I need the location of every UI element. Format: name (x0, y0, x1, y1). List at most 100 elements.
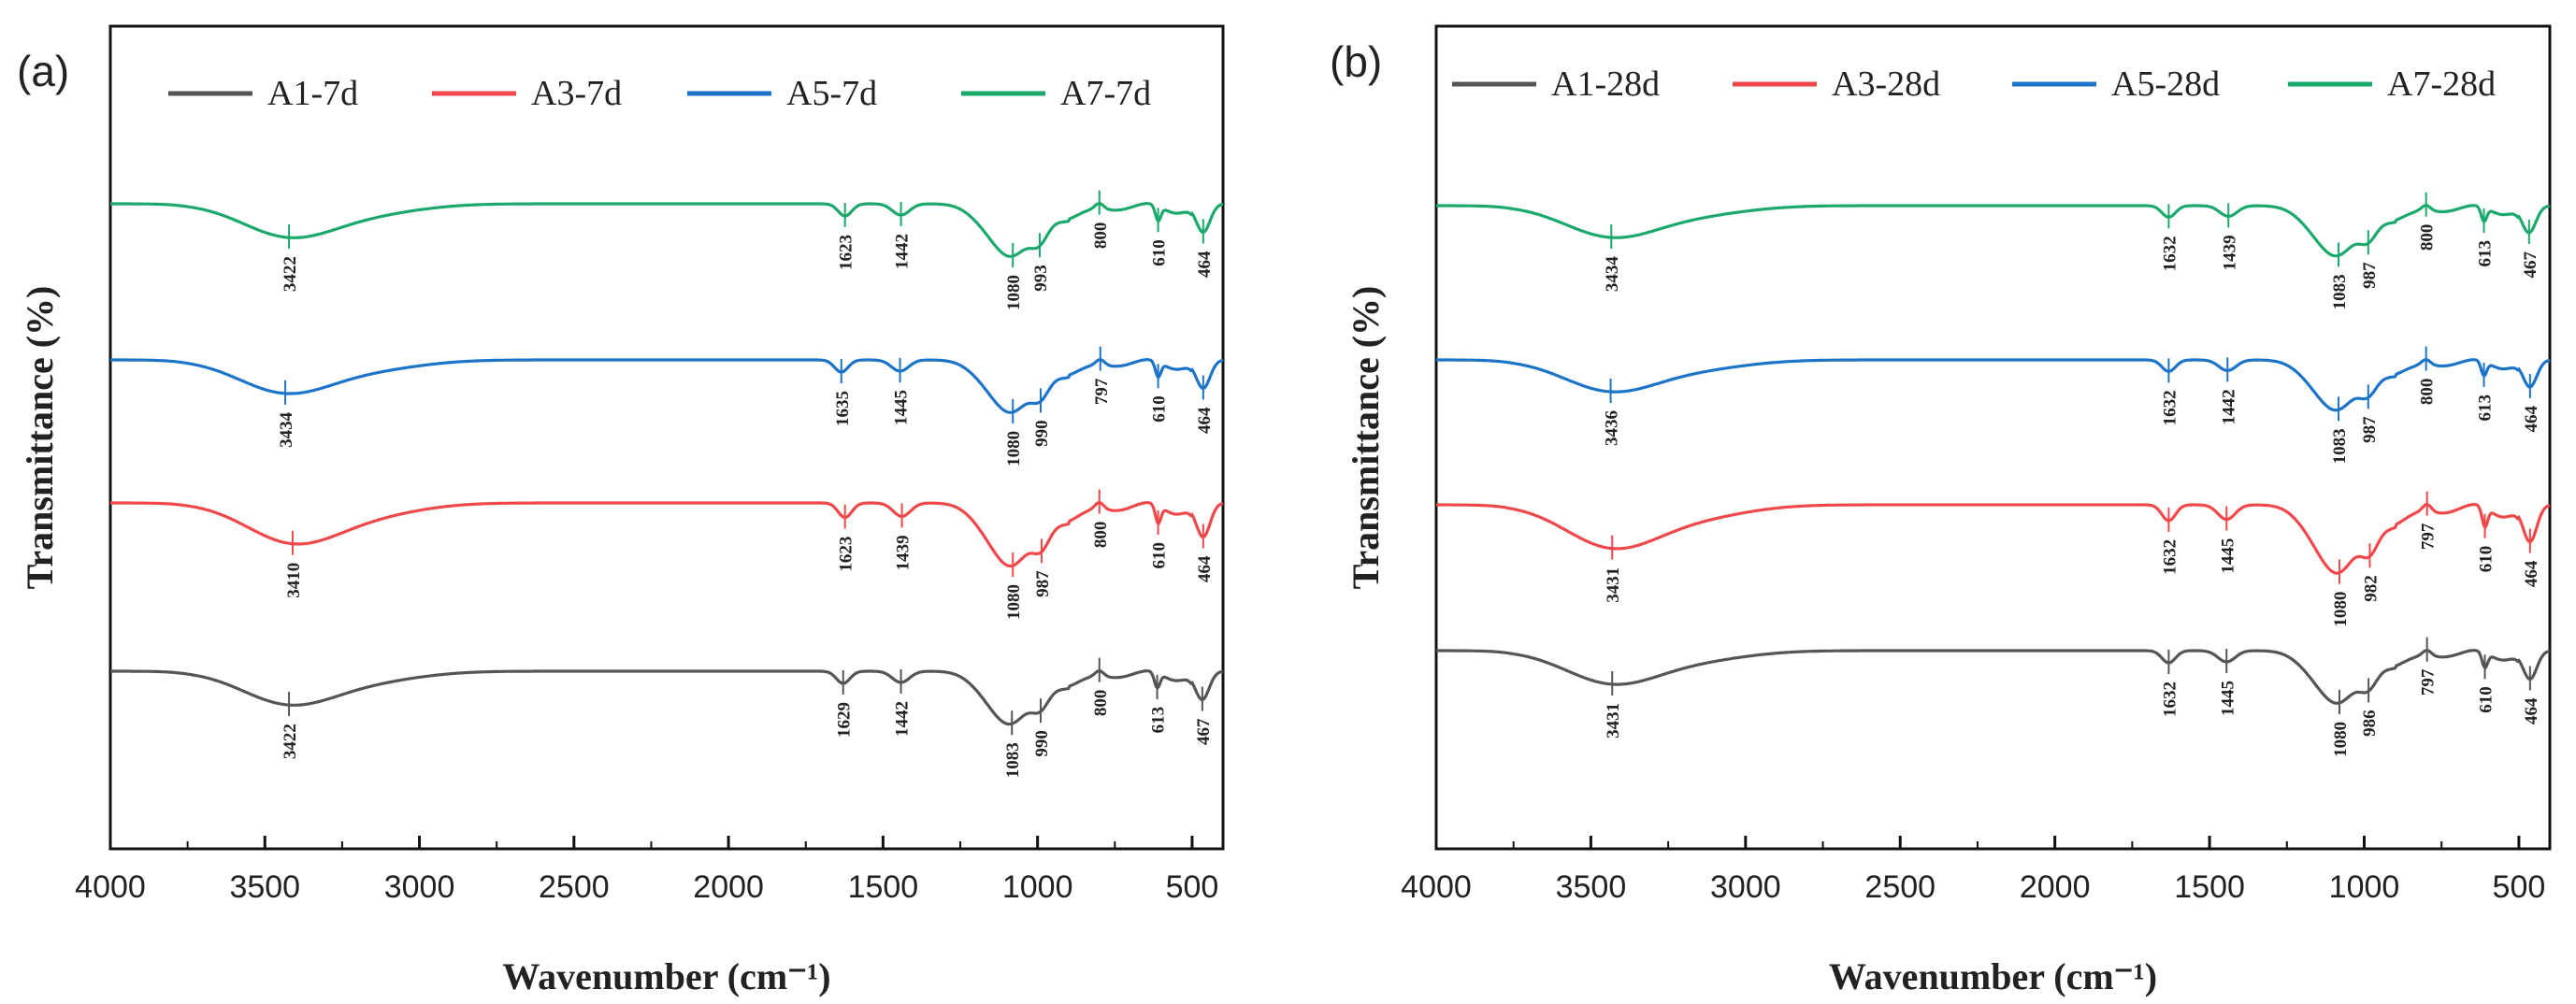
peak-label: 3431 (1604, 567, 1623, 603)
peak-label: 3436 (1603, 410, 1622, 446)
peak-label: 987 (2360, 416, 2380, 443)
peak-label: 800 (2418, 224, 2438, 251)
peak-label: 464 (2522, 405, 2541, 432)
legend-entry: A3-28d (1832, 65, 1940, 104)
legend-entry: A7-28d (2387, 65, 2496, 104)
peak-label: 3434 (1603, 256, 1622, 293)
x-tick-label: 3500 (1556, 869, 1627, 905)
peak-label: 467 (1194, 718, 1214, 745)
peak-label: 3410 (284, 563, 304, 598)
legend-entry: A5-7d (786, 74, 877, 113)
peak-label: 797 (2419, 523, 2439, 550)
peak-label: 464 (1195, 251, 1215, 278)
x-tick-label: 1000 (1002, 869, 1073, 905)
x-tick-label: 3500 (229, 869, 300, 905)
y-axis-title: Transmittance (%) (19, 286, 61, 590)
spectrum-line-A7-7d (110, 201, 1224, 258)
spectrum-line-A5-7d (110, 358, 1224, 414)
spectrum-line-A7-28d (1436, 204, 2551, 258)
peak-label: 610 (1150, 542, 1170, 569)
x-tick-label: 2000 (693, 869, 764, 905)
x-tick-label: 1500 (2174, 869, 2245, 905)
y-axis-title: Transmittance (%) (1345, 286, 1387, 590)
x-tick-label: 3000 (384, 869, 455, 905)
chart-panel-0: (a) 4000 3500 3000 2500 2000 1500 1000 500 Wavenu… (17, 24, 1225, 997)
peak-label: 1439 (2220, 235, 2239, 270)
peak-label: 610 (2477, 546, 2497, 573)
peak-label: 1083 (2330, 428, 2350, 464)
legend-entry: A7-7d (1060, 74, 1151, 113)
plot-frame (108, 24, 1225, 851)
peak-label: 467 (2521, 251, 2540, 279)
peak-label: 990 (1032, 420, 1052, 447)
x-tick-label: 4000 (75, 869, 146, 905)
peak-label: 1080 (1004, 431, 1024, 466)
peak-label: 1632 (2160, 236, 2180, 271)
peak-label: 3422 (281, 256, 300, 292)
spectrum-line-A1-7d (110, 668, 1224, 726)
x-tick-label: 500 (2493, 869, 2546, 905)
x-tick-label: 1000 (2329, 869, 2400, 905)
peak-label: 986 (2360, 710, 2380, 737)
peak-label: 613 (2476, 394, 2496, 422)
x-tick-label: 3000 (1710, 869, 1781, 905)
peak-label: 1083 (1003, 742, 1023, 778)
peak-label: 1080 (2331, 592, 2351, 627)
peak-label: 3434 (277, 411, 296, 448)
peak-label: 987 (1033, 570, 1053, 597)
chart-panel-1: (b) 4000 3500 3000 2500 2000 1500 1000 500 Wavenu… (1330, 24, 2552, 997)
peak-label: 613 (1149, 707, 1169, 734)
peak-label: 987 (2360, 262, 2380, 289)
peak-label: 1080 (2331, 722, 2351, 757)
peak-label: 800 (1091, 690, 1111, 717)
peak-label: 800 (1091, 522, 1111, 549)
peak-label: 3431 (1604, 703, 1623, 739)
peak-label: 464 (2522, 560, 2541, 587)
peak-label: 1080 (1004, 275, 1024, 310)
spectrum-line-A1-28d (1436, 649, 2551, 705)
peak-label: 1442 (893, 234, 913, 269)
legend-entry: A1-7d (267, 74, 358, 113)
peak-label: 1632 (2160, 390, 2180, 425)
peak-label: 797 (1092, 378, 1112, 405)
peak-label: 3422 (281, 724, 300, 759)
spectrum-line-A5-28d (1436, 358, 2551, 412)
peak-label: 993 (1031, 265, 1051, 292)
peak-label: 982 (2361, 575, 2381, 602)
panel-label: (a) (17, 47, 69, 95)
peak-label: 1439 (894, 535, 914, 570)
peak-label: 1445 (892, 390, 912, 425)
peak-label: 1442 (2219, 389, 2238, 424)
peak-label: 464 (1195, 407, 1215, 434)
peak-label: 464 (1195, 555, 1215, 582)
legend-entry: A5-28d (2111, 65, 2220, 104)
legend-entry: A3-7d (531, 74, 622, 113)
peak-label: 1080 (1004, 584, 1024, 620)
peak-label: 1445 (2218, 538, 2238, 574)
x-axis-title: Wavenumber (cm⁻¹) (1829, 955, 2157, 997)
peak-label: 610 (1150, 239, 1170, 266)
peak-label: 464 (2522, 697, 2541, 724)
x-tick-label: 1500 (848, 869, 919, 905)
peak-label: 613 (2476, 240, 2496, 267)
peak-label: 1083 (2330, 274, 2350, 309)
plot-frame (1434, 24, 2552, 851)
panel-label: (b) (1330, 37, 1382, 86)
peak-label: 1623 (837, 537, 856, 572)
x-tick-label: 4000 (1401, 869, 1472, 905)
peak-label: 800 (2418, 379, 2438, 406)
legend-entry: A1-28d (1551, 65, 1660, 104)
peak-label: 1623 (837, 235, 856, 270)
x-tick-label: 2000 (2020, 869, 2091, 905)
peak-label: 610 (1150, 395, 1170, 423)
peak-label: 610 (2477, 686, 2497, 713)
peak-label: 1442 (893, 701, 913, 737)
x-tick-label: 500 (1166, 869, 1219, 905)
peak-label: 1632 (2160, 539, 2180, 575)
spectrum-line-A3-28d (1436, 502, 2551, 575)
x-tick-label: 2500 (1864, 869, 1936, 905)
x-tick-label: 2500 (539, 869, 610, 905)
peak-label: 800 (1091, 222, 1111, 250)
peak-label: 1635 (833, 391, 853, 426)
